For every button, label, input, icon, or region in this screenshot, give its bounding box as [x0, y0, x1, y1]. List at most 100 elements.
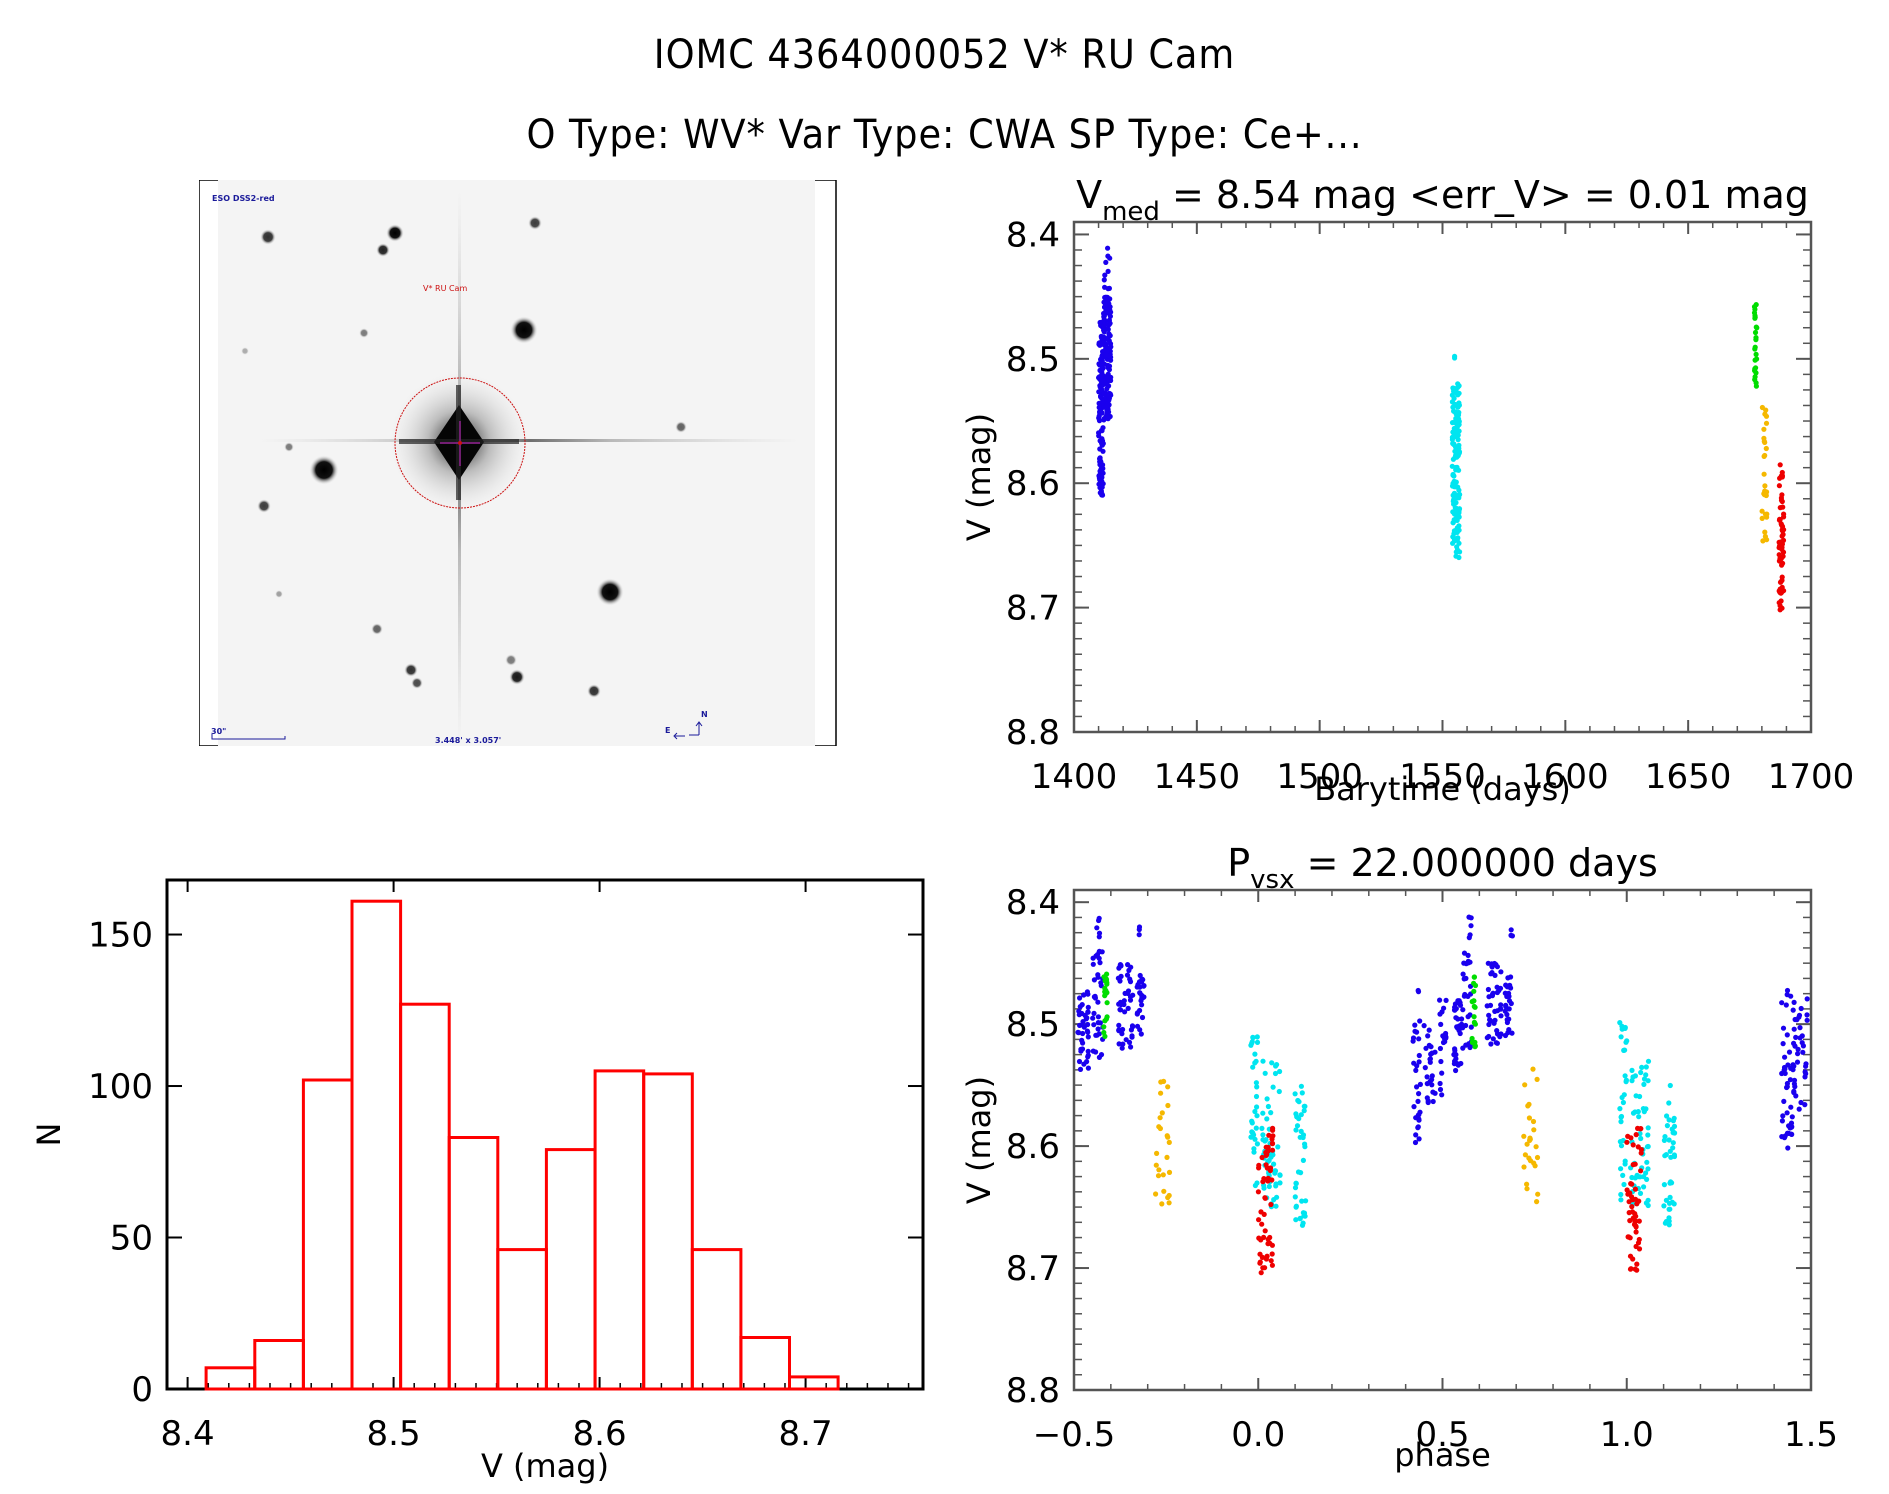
data-point	[1453, 402, 1459, 408]
data-point	[1099, 440, 1105, 446]
data-point	[1254, 1084, 1260, 1090]
histogram-bar	[496, 1248, 548, 1391]
data-point	[1784, 987, 1791, 994]
data-point	[1618, 1113, 1625, 1120]
data-point	[1508, 985, 1514, 991]
data-point	[1097, 1020, 1103, 1026]
data-point	[1643, 1072, 1649, 1078]
data-point	[1643, 1064, 1649, 1070]
data-point	[1787, 1125, 1793, 1131]
data-point	[1508, 927, 1514, 933]
data-point	[1272, 1170, 1278, 1176]
data-point	[1498, 1013, 1504, 1019]
data-point	[1456, 467, 1462, 473]
data-point	[1252, 1136, 1258, 1142]
data-point	[1437, 1080, 1443, 1087]
data-point	[1494, 1040, 1500, 1046]
data-point	[1161, 1078, 1167, 1084]
data-point	[1097, 455, 1103, 461]
data-point	[1782, 1054, 1788, 1060]
data-point	[1761, 426, 1767, 432]
data-point	[1102, 1033, 1108, 1039]
data-point	[1159, 1110, 1165, 1116]
data-point	[1270, 1133, 1276, 1139]
data-point	[1526, 1155, 1532, 1161]
data-point	[1411, 1060, 1417, 1066]
data-point	[1417, 1081, 1423, 1087]
data-point	[1417, 1018, 1423, 1024]
data-point	[1521, 1133, 1527, 1139]
histogram-bar	[350, 899, 403, 1391]
data-point	[1254, 1141, 1260, 1147]
data-point	[1664, 1113, 1670, 1119]
data-point	[1751, 304, 1758, 310]
data-point	[1128, 1044, 1134, 1050]
data-point	[1759, 404, 1765, 411]
data-point	[1097, 468, 1103, 474]
data-point	[1269, 1060, 1275, 1066]
data-point	[1790, 1007, 1796, 1013]
data-point	[1666, 1215, 1672, 1221]
data-point	[1778, 495, 1784, 501]
series-season-1	[1075, 914, 1810, 1151]
series-season-3c	[1255, 1125, 1645, 1276]
histogram-bar	[544, 1148, 597, 1391]
data-point	[1126, 967, 1132, 974]
data-point	[1127, 997, 1134, 1003]
data-point	[1621, 1181, 1627, 1188]
x-tick-label: 1.0	[1600, 1415, 1654, 1455]
data-point	[1782, 1066, 1788, 1072]
data-point	[1437, 997, 1443, 1003]
data-point	[1085, 991, 1091, 997]
data-point	[1622, 1158, 1628, 1164]
data-point	[1625, 1234, 1631, 1240]
data-point	[1274, 1062, 1280, 1068]
data-point	[1091, 1010, 1097, 1017]
phased-title: Pvsx = 22.000000 days	[1227, 841, 1658, 895]
data-point	[1455, 1025, 1461, 1031]
data-point	[1531, 1127, 1537, 1133]
data-point	[1627, 1266, 1634, 1272]
data-point	[1526, 1115, 1532, 1121]
data-point	[1415, 1098, 1421, 1104]
data-point	[1277, 1068, 1283, 1075]
data-point	[1099, 410, 1105, 416]
data-point	[1107, 313, 1113, 319]
data-point	[1263, 1162, 1269, 1168]
data-point	[1629, 1204, 1635, 1210]
data-point	[1260, 1110, 1266, 1116]
data-point	[1633, 1132, 1639, 1138]
data-point	[1505, 975, 1511, 981]
data-point	[1467, 959, 1473, 965]
data-point	[1138, 1031, 1144, 1037]
x-axis-label: Barytime (days)	[1314, 770, 1571, 808]
data-point	[1493, 962, 1499, 968]
data-point	[1629, 1209, 1636, 1215]
data-point	[1077, 1022, 1083, 1028]
data-point	[1125, 988, 1132, 994]
data-point	[1670, 1130, 1676, 1136]
data-point	[1793, 1034, 1799, 1040]
data-point	[1752, 344, 1758, 350]
data-point	[1160, 1172, 1166, 1178]
data-point	[1165, 1134, 1171, 1140]
data-point	[1101, 974, 1107, 980]
data-point	[1620, 1099, 1626, 1106]
data-point	[1257, 1251, 1263, 1257]
data-point	[1412, 1022, 1418, 1028]
data-point	[1268, 1201, 1274, 1208]
data-point	[1776, 600, 1782, 606]
series-season-3c	[1776, 462, 1787, 613]
data-point	[1137, 972, 1143, 979]
data-point	[1803, 1061, 1809, 1067]
data-point	[1097, 340, 1103, 346]
data-point	[1759, 508, 1765, 514]
data-point	[1763, 420, 1770, 426]
data-point	[1302, 1103, 1308, 1109]
data-point	[1618, 1143, 1625, 1149]
x-tick-label: −0.5	[1033, 1415, 1116, 1455]
data-point	[1105, 245, 1111, 251]
data-point	[1494, 1028, 1500, 1034]
x-axis-label: V (mag)	[481, 1447, 609, 1485]
histogram-bar	[301, 1078, 354, 1391]
